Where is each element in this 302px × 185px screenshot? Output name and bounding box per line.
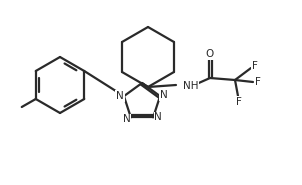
Text: N: N [154, 112, 162, 122]
Text: O: O [206, 49, 214, 59]
Text: N: N [123, 114, 131, 124]
Text: NH: NH [183, 81, 198, 91]
Text: F: F [236, 97, 242, 107]
Text: N: N [160, 90, 168, 100]
Text: F: F [255, 77, 261, 87]
Text: F: F [252, 61, 258, 71]
Text: N: N [116, 91, 124, 101]
